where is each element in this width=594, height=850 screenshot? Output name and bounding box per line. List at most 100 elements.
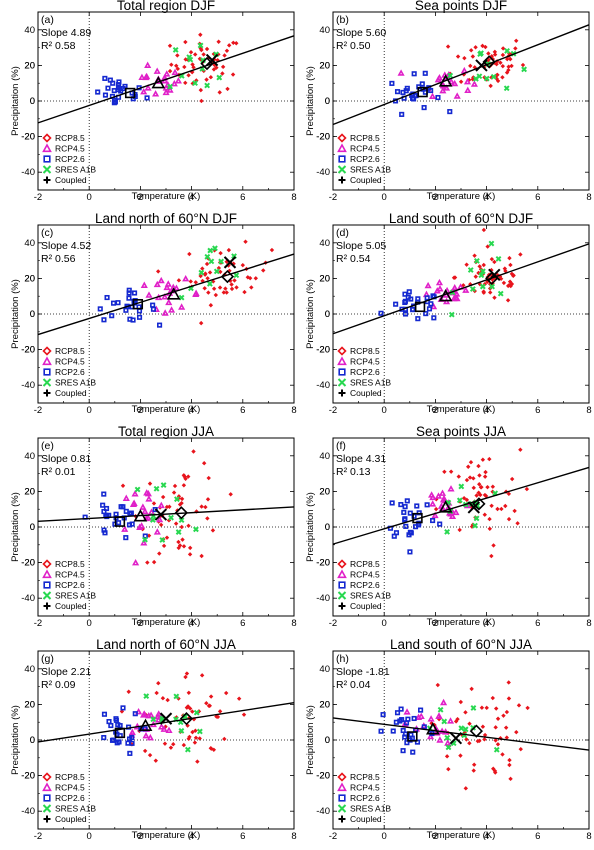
data-point — [199, 98, 204, 104]
data-point — [503, 268, 508, 274]
data-point — [172, 47, 179, 53]
legend-symbol — [42, 782, 52, 792]
data-point — [225, 86, 230, 92]
data-point — [186, 690, 192, 695]
legend-label: RCP8.5 — [55, 559, 85, 569]
y-tick-label: 0 — [30, 735, 35, 746]
data-point — [463, 710, 468, 715]
data-point — [193, 735, 199, 740]
scenario-mean-marker — [223, 256, 237, 269]
data-point — [217, 709, 223, 714]
data-point — [175, 66, 180, 72]
x-tick-label: 4 — [484, 618, 489, 629]
data-point — [447, 109, 453, 115]
y-tick-label: -20 — [21, 771, 35, 782]
data-point — [448, 469, 454, 474]
data-point — [107, 77, 113, 83]
data-point — [132, 711, 138, 717]
data-point — [436, 285, 444, 292]
y-tick-label: 0 — [325, 96, 330, 107]
data-point — [160, 695, 166, 701]
data-point — [400, 89, 406, 95]
data-point — [104, 294, 110, 301]
panel-title: Land north of 60°N DJF — [95, 211, 237, 226]
y-tick-label: -20 — [21, 132, 35, 143]
data-point — [182, 274, 190, 282]
x-tick-label: 4 — [484, 831, 489, 842]
data-point — [232, 278, 237, 283]
y-tick-label: -20 — [21, 558, 35, 569]
legend-symbol — [43, 794, 51, 802]
data-point — [116, 79, 122, 85]
data-point — [126, 287, 132, 293]
data-point — [394, 89, 401, 95]
data-point — [163, 70, 171, 77]
legend-symbol — [337, 133, 347, 143]
panel-title: Total region DJF — [117, 0, 215, 13]
legend-label: RCP2.6 — [350, 154, 380, 164]
data-point — [480, 457, 486, 462]
data-point — [143, 693, 150, 700]
legend-symbol — [42, 133, 52, 143]
data-point — [101, 527, 107, 533]
data-point — [472, 522, 478, 529]
data-point — [518, 746, 523, 752]
data-point — [508, 262, 513, 268]
data-point — [500, 63, 505, 69]
legend-symbol — [43, 368, 51, 376]
data-point — [231, 40, 236, 45]
data-point — [506, 680, 511, 685]
data-point — [173, 521, 179, 526]
y-tick-label: -20 — [316, 771, 330, 782]
data-point — [435, 94, 441, 101]
legend-symbol — [42, 804, 52, 813]
data-point — [460, 66, 468, 74]
legend-symbol — [337, 559, 347, 569]
data-point — [419, 81, 425, 87]
x-tick-label: 0 — [87, 405, 92, 416]
legend-label: Coupled — [55, 175, 87, 185]
scenario-mean-marker — [179, 712, 194, 726]
data-point — [178, 517, 185, 524]
data-point — [416, 510, 422, 516]
data-point — [470, 705, 477, 711]
data-point — [185, 704, 191, 709]
data-point — [410, 749, 416, 755]
legend-symbol — [337, 143, 347, 153]
scenario-mean-marker — [151, 76, 166, 89]
data-point — [490, 484, 496, 489]
legend-label: RCP2.6 — [55, 580, 85, 590]
data-point — [429, 500, 437, 507]
data-point — [444, 528, 450, 535]
scenario-mean-marker — [407, 731, 418, 742]
scatter-points — [378, 227, 523, 322]
legend-label: RCP8.5 — [350, 772, 380, 782]
data-point — [175, 53, 180, 58]
legend-label: RCP4.5 — [55, 570, 85, 580]
data-point — [403, 708, 411, 715]
y-tick-label: 0 — [325, 735, 330, 746]
data-point — [404, 85, 410, 91]
data-point — [203, 504, 208, 510]
data-point — [497, 290, 504, 297]
data-point — [234, 41, 239, 46]
data-point — [453, 92, 461, 99]
data-point — [125, 740, 131, 746]
regression-line — [332, 243, 590, 335]
y-tick-label: 20 — [24, 60, 35, 71]
scenario-mean-marker — [220, 269, 235, 284]
data-point — [482, 737, 487, 742]
data-point — [153, 758, 159, 763]
legend-label: RCP8.5 — [350, 346, 380, 356]
data-point — [490, 695, 495, 701]
data-point — [212, 245, 218, 252]
x-tick-label: 4 — [189, 618, 194, 629]
y-tick-label: 20 — [24, 486, 35, 497]
data-point — [505, 56, 510, 62]
scatter-points — [82, 449, 233, 566]
panel-label: (g) — [41, 653, 54, 665]
data-point — [208, 75, 214, 80]
data-point — [178, 303, 186, 310]
data-point — [187, 251, 192, 257]
data-point — [447, 485, 455, 492]
